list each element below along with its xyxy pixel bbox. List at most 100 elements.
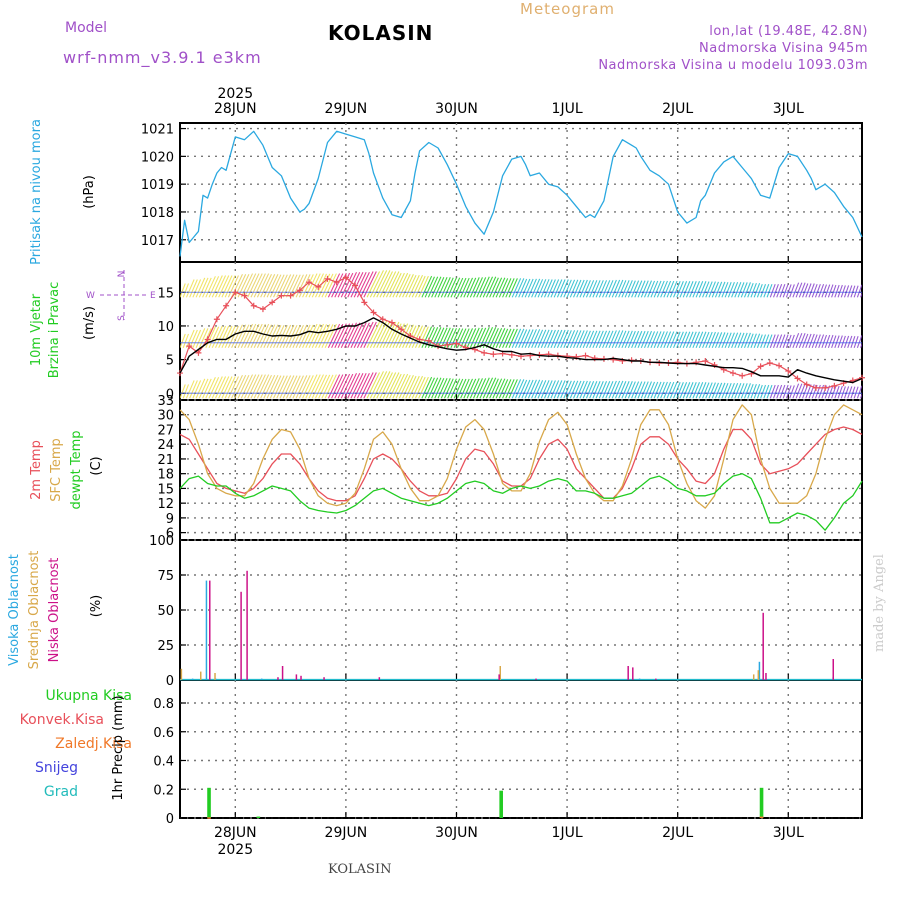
wind-barb: [273, 274, 285, 298]
precip-bar: [759, 787, 764, 818]
wind-barb: [834, 385, 840, 399]
wind-barb: [244, 374, 257, 399]
wind-barb: [269, 274, 282, 298]
wind-barb: [685, 281, 694, 298]
precip-frame: [179, 679, 863, 819]
wind-barb: [411, 274, 424, 298]
wind-barb: [350, 272, 364, 298]
wind-barb: [411, 375, 424, 399]
wind-barb: [234, 374, 247, 399]
wind-barb: [653, 280, 662, 298]
wind-barb: [698, 382, 707, 399]
wind-barb: [660, 280, 668, 298]
wind-barb: [595, 280, 604, 298]
wind-barb: [689, 281, 697, 298]
wind-barb: [743, 332, 751, 348]
wind-barb: [366, 321, 381, 349]
gust-point: [232, 289, 239, 296]
wind-barb: [589, 381, 598, 399]
wind-barb: [660, 331, 668, 348]
wind-barb: [782, 384, 789, 399]
wind-barb: [282, 375, 295, 399]
wind-barb: [337, 323, 351, 349]
wind-barb: [824, 334, 831, 348]
wind-barb: [847, 335, 853, 348]
wind-barb: [602, 280, 611, 298]
wind-barb: [434, 277, 445, 298]
wind-barb: [240, 374, 254, 399]
wind-barb: [424, 377, 435, 399]
wind-barb: [598, 330, 608, 348]
wind-barb: [711, 281, 719, 298]
wind-barb: [734, 332, 742, 348]
wind-barb: [569, 330, 579, 348]
wind-barb: [795, 383, 803, 399]
wind-barb: [727, 282, 735, 298]
wind-barb: [673, 331, 681, 348]
wind-barb: [537, 279, 547, 298]
temperature-ytick-label: 21: [157, 453, 174, 468]
temperature-ytick-label: 6: [166, 527, 174, 542]
precip-ytick-label: 0.4: [153, 755, 174, 770]
wind-barb: [782, 283, 789, 298]
wind-barb: [489, 378, 499, 399]
precip-panel: 0 0.2 0.4 0.6 0.8: [153, 679, 863, 827]
wind-barb: [553, 279, 563, 298]
wind-barb: [682, 331, 691, 348]
wind-barb: [766, 384, 773, 399]
wind-barb: [350, 322, 364, 349]
wind-barb: [218, 275, 230, 298]
gust-point: [361, 299, 368, 306]
wind-barb: [531, 379, 541, 399]
wind-barb: [214, 275, 227, 298]
temp-series-line-2: [179, 473, 863, 531]
wind-barb: [766, 283, 773, 298]
wind-barb: [618, 280, 627, 298]
wind-barb: [785, 284, 792, 298]
wind-barb: [385, 372, 400, 399]
wind-barb: [402, 374, 414, 399]
wind-barb: [831, 385, 837, 399]
wind-barb: [669, 331, 678, 348]
wind-barb: [679, 382, 688, 399]
wind-barb: [589, 330, 598, 348]
precip-ytick-label: 0.6: [153, 726, 174, 741]
wind-barb: [211, 275, 223, 298]
gust-point: [610, 356, 617, 363]
gust-point: [766, 359, 773, 366]
wind-barb: [663, 280, 672, 298]
wind-barb: [214, 376, 227, 399]
wind-barb: [508, 328, 518, 349]
wind-barb: [237, 374, 250, 399]
wind-barb: [721, 332, 729, 348]
wind-barb: [556, 329, 566, 348]
gust-point: [591, 355, 598, 362]
bottom-day-label: 29JUN: [325, 825, 368, 841]
wind-barb: [560, 329, 569, 348]
wind-barb: [569, 380, 579, 399]
wind-barb: [569, 279, 579, 298]
wind-barb: [385, 271, 400, 298]
wind-barb: [305, 374, 318, 399]
wind-barb: [327, 273, 341, 298]
wind-barb: [334, 373, 347, 399]
wind-barb: [398, 374, 411, 399]
compass-e: E: [150, 291, 156, 301]
clouds-ytick-label: 25: [157, 639, 174, 654]
wind-barb: [543, 329, 553, 348]
wind-barb: [418, 275, 429, 298]
wind-barb: [650, 381, 659, 399]
wind-barb: [643, 330, 653, 348]
wind-barb: [485, 276, 497, 298]
gust-point: [379, 316, 386, 323]
wind-barb: [605, 330, 614, 348]
wind-barb: [676, 331, 684, 348]
wind-barb: [285, 375, 298, 399]
wind-barb: [289, 375, 301, 399]
wind-barb: [573, 279, 582, 298]
wind-barb: [437, 378, 448, 399]
wind-barb: [279, 375, 292, 399]
wind-barb: [676, 281, 684, 298]
wind-barb: [440, 378, 451, 399]
